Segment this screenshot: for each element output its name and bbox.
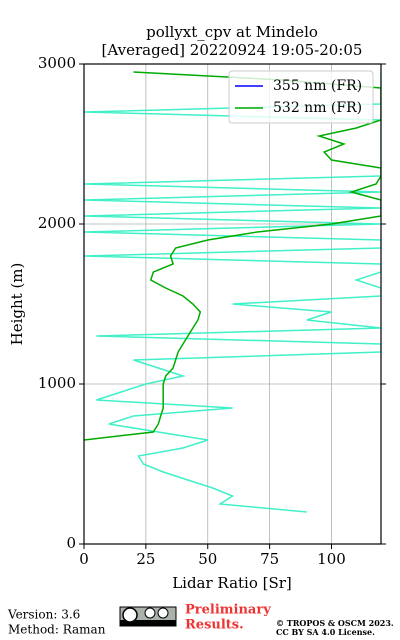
y-axis-label: Height (m) — [8, 263, 26, 346]
legend-label: 532 nm (FR) — [273, 100, 362, 116]
license-logo — [119, 606, 177, 627]
chart-title: [Averaged] 20220924 19:05-20:05 — [102, 41, 363, 59]
x-tick-label: 75 — [260, 550, 279, 568]
chart-title: pollyxt_cpv at Mindelo — [146, 23, 318, 41]
copyright: © TROPOS & OSCM 2023. — [276, 618, 394, 628]
version: Version: 3.6 — [7, 608, 80, 622]
profile-line — [84, 71, 381, 441]
x-tick-label: 50 — [198, 550, 217, 568]
y-tick-label: 0 — [66, 534, 76, 552]
method: Method: Raman — [8, 623, 106, 637]
legend-box — [228, 70, 374, 124]
profile-line — [84, 72, 381, 513]
plot-frame — [83, 63, 382, 545]
copyright: CC BY SA 4.0 License. — [276, 627, 375, 637]
legend-label: 355 nm (FR) — [273, 78, 362, 94]
y-tick-label: 1000 — [38, 374, 76, 392]
x-tick-label: 0 — [79, 550, 89, 568]
x-tick-label: 100 — [317, 550, 346, 568]
status: Preliminary — [185, 603, 271, 618]
x-axis-label: Lidar Ratio [Sr] — [172, 574, 292, 592]
y-tick-label: 3000 — [38, 54, 76, 72]
y-tick-label: 2000 — [38, 214, 76, 232]
status: Results. — [185, 618, 244, 633]
x-tick-label: 25 — [136, 550, 155, 568]
